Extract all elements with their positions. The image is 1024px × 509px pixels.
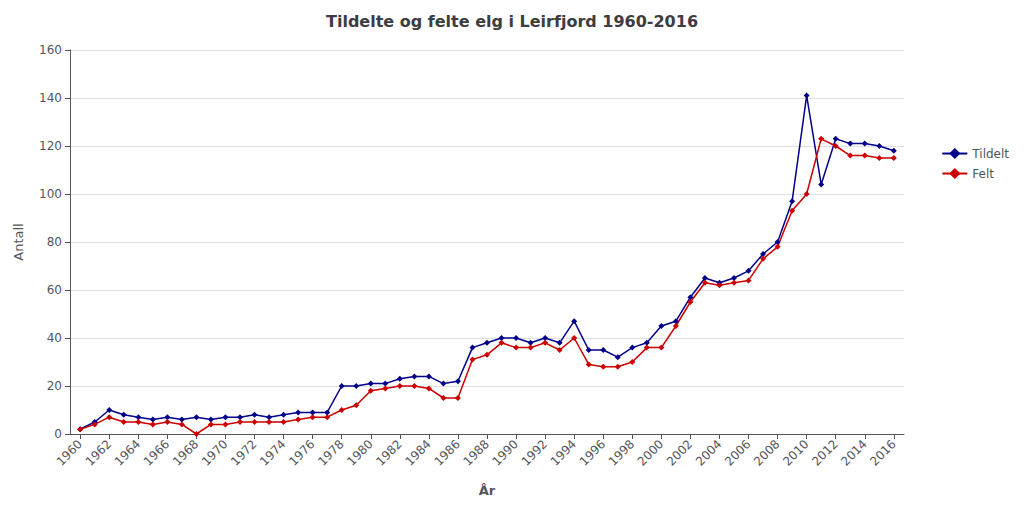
svg-text:60: 60	[47, 283, 62, 297]
svg-text:1968: 1968	[170, 437, 201, 468]
svg-text:1992: 1992	[519, 437, 550, 468]
svg-text:1988: 1988	[460, 437, 491, 468]
svg-text:2008: 2008	[751, 437, 782, 468]
svg-text:1978: 1978	[315, 437, 346, 468]
svg-text:1964: 1964	[112, 437, 143, 468]
svg-text:0: 0	[54, 427, 62, 441]
svg-text:1982: 1982	[373, 437, 404, 468]
svg-text:100: 100	[39, 187, 62, 201]
svg-text:1976: 1976	[286, 437, 317, 468]
svg-text:80: 80	[47, 235, 62, 249]
svg-text:Tildelt: Tildelt	[971, 147, 1009, 161]
svg-text:1986: 1986	[431, 437, 462, 468]
svg-text:1990: 1990	[490, 437, 521, 468]
svg-text:1966: 1966	[141, 437, 172, 468]
svg-text:160: 160	[39, 43, 62, 57]
svg-text:2016: 2016	[867, 437, 898, 468]
svg-text:1972: 1972	[228, 437, 259, 468]
svg-text:1960: 1960	[54, 437, 85, 468]
svg-text:120: 120	[39, 139, 62, 153]
svg-text:140: 140	[39, 91, 62, 105]
svg-text:1994: 1994	[548, 437, 579, 468]
svg-text:1962: 1962	[83, 437, 114, 468]
svg-text:2014: 2014	[838, 437, 869, 468]
svg-text:2002: 2002	[664, 437, 695, 468]
svg-text:1974: 1974	[257, 437, 288, 468]
svg-text:Antall: Antall	[11, 223, 26, 260]
svg-text:2012: 2012	[809, 437, 840, 468]
svg-text:1996: 1996	[577, 437, 608, 468]
svg-text:2006: 2006	[722, 437, 753, 468]
svg-text:Tildelte og felte elg i Leirfj: Tildelte og felte elg i Leirfjord 1960-2…	[326, 12, 698, 31]
svg-text:2010: 2010	[780, 437, 811, 468]
svg-text:1970: 1970	[199, 437, 230, 468]
svg-text:40: 40	[47, 331, 62, 345]
svg-text:År: År	[479, 483, 496, 498]
svg-text:1998: 1998	[606, 437, 637, 468]
svg-text:1980: 1980	[344, 437, 375, 468]
svg-text:1984: 1984	[402, 437, 433, 468]
svg-text:Felt: Felt	[972, 167, 994, 181]
svg-text:20: 20	[47, 379, 62, 393]
svg-text:2000: 2000	[635, 437, 666, 468]
svg-text:2004: 2004	[693, 437, 724, 468]
